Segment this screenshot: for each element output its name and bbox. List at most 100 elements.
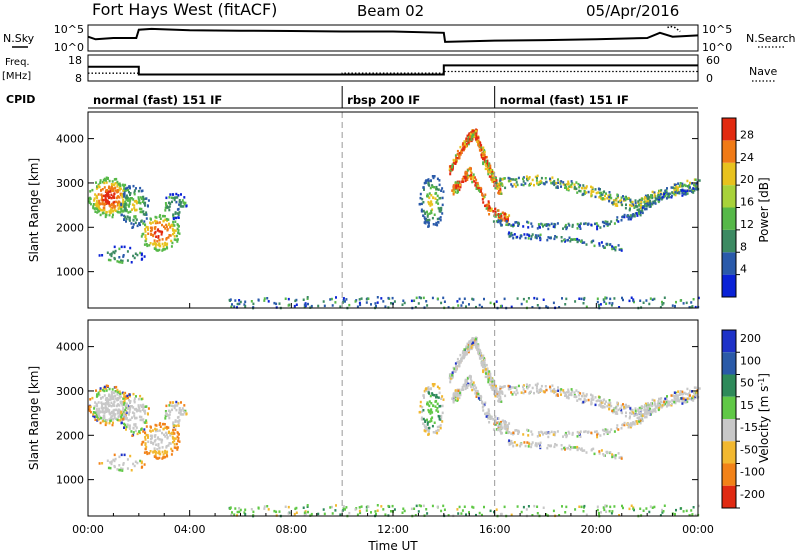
- power-echo: [441, 203, 444, 207]
- velocity-echo: [470, 339, 473, 342]
- power-echo: [439, 218, 442, 222]
- power-echo: [95, 205, 98, 209]
- power-echo: [157, 236, 160, 239]
- velocity-echo: [116, 418, 119, 421]
- power-echo: [480, 156, 483, 159]
- power-echo: [452, 193, 455, 196]
- velocity-echo: [670, 402, 673, 406]
- velocity-echo: [647, 405, 649, 408]
- power-echo: [487, 201, 490, 205]
- power-echo: [108, 213, 111, 217]
- velocity-echo: [160, 438, 163, 441]
- velocity-echo: [129, 418, 132, 421]
- velocity-echo: [140, 466, 143, 469]
- power-echo: [176, 227, 179, 230]
- power-echo: [468, 174, 471, 178]
- power-echo: [110, 208, 113, 211]
- power-echo: [472, 173, 475, 176]
- power-echo: [424, 219, 427, 223]
- velocity-echo: [527, 445, 530, 448]
- power-ytick-label: 2000: [56, 221, 84, 234]
- power-echo: [428, 196, 431, 200]
- power-echo: [424, 181, 427, 184]
- power-echo: [522, 225, 525, 228]
- power-echo: [108, 202, 110, 205]
- velocity-ground-scatter: [697, 504, 700, 508]
- power-echo: [641, 206, 644, 209]
- power-echo: [473, 135, 476, 139]
- velocity-echo: [491, 380, 494, 384]
- power-echo: [132, 218, 135, 222]
- power-ground-scatter: [531, 306, 534, 309]
- power-echo: [114, 249, 117, 253]
- velocity-ground-scatter: [599, 511, 602, 514]
- power-echo: [498, 220, 501, 223]
- velocity-echo: [458, 362, 461, 365]
- power-echo: [620, 249, 623, 252]
- velocity-echo: [640, 414, 643, 417]
- velocity-echo: [553, 433, 556, 437]
- power-echo: [420, 208, 423, 211]
- power-echo: [139, 186, 142, 190]
- velocity-echo: [110, 394, 113, 397]
- power-echo: [470, 134, 473, 137]
- velocity-echo: [510, 440, 513, 444]
- time-xlabel: Time UT: [367, 539, 418, 553]
- power-echo: [481, 148, 484, 151]
- power-echo: [108, 196, 111, 199]
- power-echo: [540, 176, 543, 180]
- power-echo: [121, 192, 124, 196]
- power-ground-scatter: [536, 297, 539, 300]
- velocity-echo: [169, 401, 172, 404]
- power-echo: [626, 197, 629, 200]
- power-echo: [147, 205, 149, 208]
- velocity-echo: [678, 400, 681, 403]
- velocity-echo: [175, 408, 178, 412]
- power-echo: [658, 197, 661, 201]
- velocity-ground-scatter: [252, 510, 255, 514]
- power-echo: [620, 200, 623, 204]
- velocity-echo: [585, 399, 588, 402]
- power-ground-scatter: [287, 297, 290, 301]
- power-echo: [490, 209, 493, 212]
- velocity-echo: [684, 398, 687, 402]
- power-echo: [504, 218, 507, 221]
- power-ground-scatter: [653, 297, 656, 301]
- velocity-echo: [172, 428, 175, 432]
- power-echo: [463, 143, 466, 146]
- power-echo: [471, 180, 474, 184]
- power-echo: [670, 194, 673, 198]
- power-echo: [556, 185, 559, 188]
- velocity-ground-scatter: [284, 505, 287, 508]
- velocity-echo: [559, 390, 562, 393]
- velocity-echo: [489, 379, 492, 382]
- power-ground-scatter: [436, 297, 439, 300]
- velocity-echo: [140, 415, 143, 419]
- power-echo: [540, 222, 543, 226]
- power-echo: [608, 199, 611, 203]
- power-echo: [419, 196, 422, 200]
- velocity-echo: [679, 390, 682, 393]
- velocity-echo: [673, 396, 676, 400]
- power-echo: [627, 214, 629, 217]
- power-echo: [476, 184, 479, 187]
- velocity-echo: [110, 460, 113, 463]
- velocity-echo: [603, 398, 606, 401]
- power-echo: [553, 179, 556, 183]
- power-echo: [483, 150, 486, 154]
- power-echo: [616, 193, 619, 196]
- power-echo: [522, 176, 525, 179]
- power-echo: [100, 193, 103, 196]
- power-echo: [472, 133, 475, 136]
- power-echo: [688, 184, 691, 187]
- velocity-echo: [175, 442, 178, 446]
- power-echo: [507, 232, 510, 236]
- velocity-colorbar-tick-label: -15: [740, 421, 758, 434]
- power-echo: [155, 235, 158, 238]
- velocity-echo: [134, 460, 137, 463]
- power-echo: [424, 180, 427, 183]
- power-echo: [492, 171, 495, 174]
- velocity-ground-scatter: [306, 504, 309, 507]
- power-ground-scatter: [533, 296, 536, 300]
